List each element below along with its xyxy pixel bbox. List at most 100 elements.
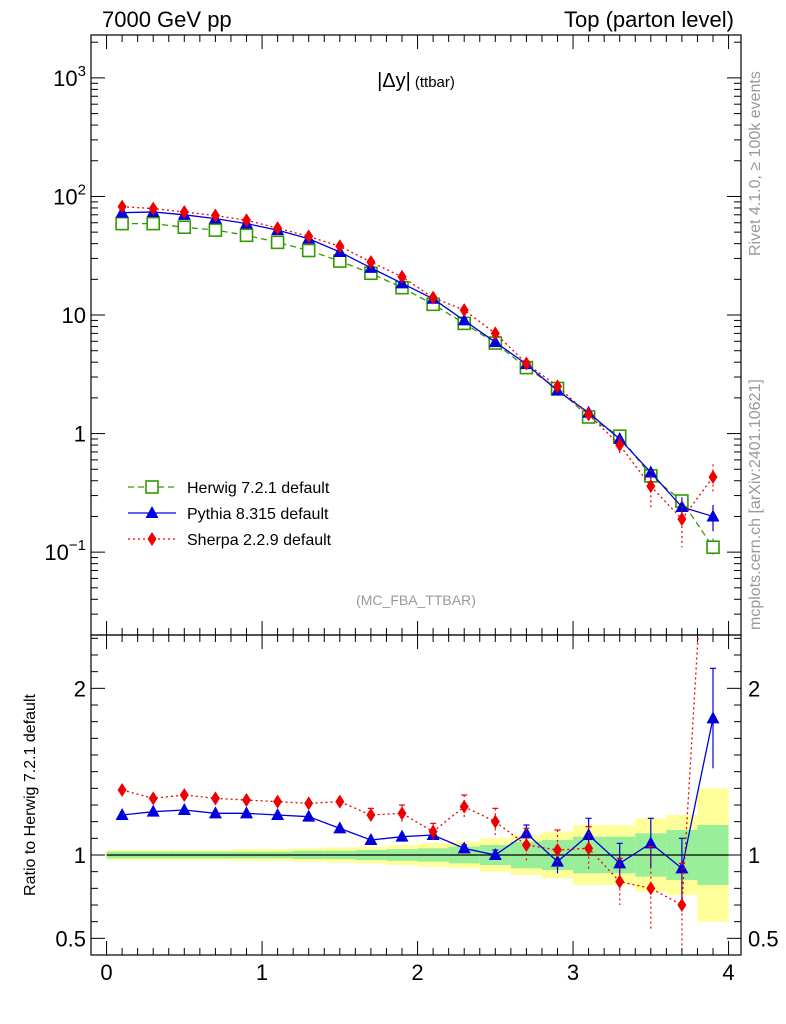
data-point-diamond xyxy=(397,806,407,821)
data-point-triangle xyxy=(271,808,285,820)
site-label: mcplots.cern.ch [arXiv:2401.10621] xyxy=(747,379,764,630)
data-point-square xyxy=(239,228,254,243)
data-point-triangle xyxy=(519,826,533,839)
rivet-label: Rivet 4.1.0, ≥ 100k events xyxy=(747,71,764,256)
data-point-triangle xyxy=(146,804,160,817)
data-point-diamond xyxy=(335,794,345,809)
data-point-triangle xyxy=(644,836,658,849)
x-tick-label: 3 xyxy=(567,960,579,985)
data-point-diamond xyxy=(521,356,531,371)
data-point-diamond xyxy=(490,814,500,829)
data-point-diamond xyxy=(428,290,438,305)
ratio-y-tick-label-right: 1 xyxy=(748,843,760,868)
ratio-y-ticks xyxy=(91,637,741,956)
plot-title-main: |Δy| xyxy=(377,70,411,92)
data-point-diamond xyxy=(584,407,594,422)
data-point-square xyxy=(146,216,161,231)
data-point-triangle xyxy=(395,829,409,842)
header-left: 7000 GeV pp xyxy=(102,7,232,32)
data-point-diamond xyxy=(242,793,252,807)
data-point-diamond xyxy=(273,221,283,236)
data-point-diamond xyxy=(646,479,656,494)
data-point-diamond xyxy=(335,239,345,254)
data-point-triangle xyxy=(457,841,471,854)
data-point-triangle xyxy=(240,806,254,819)
data-point-triangle xyxy=(613,856,627,869)
y-tick-label-10: 10 xyxy=(62,303,86,328)
data-point-diamond xyxy=(708,470,718,485)
x-tick-label: 2 xyxy=(411,960,423,985)
data-point-diamond xyxy=(304,229,314,244)
x-ticks xyxy=(90,35,730,955)
y-tick-label-1: 1 xyxy=(74,422,86,447)
header-right: Top (parton level) xyxy=(564,7,734,32)
data-point-diamond xyxy=(490,326,500,341)
data-point-triangle xyxy=(302,809,316,822)
tick-base: 10 xyxy=(53,66,77,91)
data-point-diamond xyxy=(677,512,687,527)
data-point-diamond xyxy=(210,208,220,223)
data-point-diamond xyxy=(428,824,438,839)
data-point-triangle xyxy=(706,509,720,522)
ratio-y-tick-label-right: 2 xyxy=(748,676,760,701)
ratio-y-tick-label-right: 0.5 xyxy=(748,926,779,951)
data-point-diamond xyxy=(117,783,127,797)
data-point-diamond xyxy=(304,796,314,811)
data-point-square xyxy=(208,223,223,237)
data-point-diamond xyxy=(584,841,594,856)
ratio-series-sherpa xyxy=(117,381,718,947)
data-point-diamond xyxy=(553,843,563,857)
data-point-triangle xyxy=(177,803,191,815)
series-line xyxy=(122,222,714,548)
data-point-square xyxy=(706,540,720,555)
ratio-y-axis-label: Ratio to Herwig 7.2.1 default xyxy=(22,694,39,896)
analysis-label: (MC_FBA_TTBAR) xyxy=(356,592,476,608)
y-tick-label-0.1: 10−1 xyxy=(44,537,86,565)
data-point-triangle xyxy=(115,808,129,820)
data-point-triangle xyxy=(364,833,378,845)
data-point-diamond xyxy=(366,808,376,822)
data-point-diamond xyxy=(210,791,220,806)
legend-label: Sherpa 2.2.9 default xyxy=(187,532,332,549)
data-point-diamond xyxy=(117,199,127,214)
data-point-diamond xyxy=(273,794,283,809)
x-tick-label: 4 xyxy=(722,960,734,985)
data-point-triangle xyxy=(457,313,471,326)
data-point-diamond xyxy=(366,254,376,269)
data-point-triangle xyxy=(488,335,502,348)
data-point-diamond xyxy=(459,799,469,814)
data-point-triangle xyxy=(145,506,159,518)
x-tick-label: 1 xyxy=(256,960,268,985)
data-point-triangle xyxy=(582,828,596,840)
series-line xyxy=(122,206,714,521)
legend-label: Herwig 7.2.1 default xyxy=(187,480,330,497)
data-point-triangle xyxy=(488,848,502,860)
series-line xyxy=(122,211,714,518)
data-point-diamond xyxy=(459,303,469,318)
data-point-triangle xyxy=(706,711,720,724)
data-point-diamond xyxy=(179,788,189,802)
main-y-ticks xyxy=(91,41,741,636)
y-tick-label-1000: 103 xyxy=(53,63,86,91)
data-point-triangle xyxy=(333,821,347,834)
data-point-diamond xyxy=(553,379,563,394)
legend-label: Pythia 8.315 default xyxy=(187,506,329,523)
data-point-square xyxy=(145,480,159,494)
tick-exponent: −1 xyxy=(69,537,86,554)
series-sherpa xyxy=(117,199,718,548)
data-point-diamond xyxy=(242,213,252,228)
data-point-diamond xyxy=(615,438,625,453)
plot-title-sub: (ttbar) xyxy=(415,74,455,91)
data-point-diamond xyxy=(709,381,718,395)
data-point-diamond xyxy=(646,881,656,896)
plot-title: |Δy| (ttbar) xyxy=(377,70,455,92)
data-point-diamond xyxy=(397,269,407,284)
data-point-diamond xyxy=(615,874,625,889)
tick-base: 10 xyxy=(53,184,77,209)
tick-base: 10 xyxy=(44,540,68,565)
x-tick-label: 0 xyxy=(100,960,112,985)
ratio-frame xyxy=(90,634,742,956)
data-point-diamond xyxy=(179,204,189,219)
tick-exponent: 3 xyxy=(78,63,86,80)
